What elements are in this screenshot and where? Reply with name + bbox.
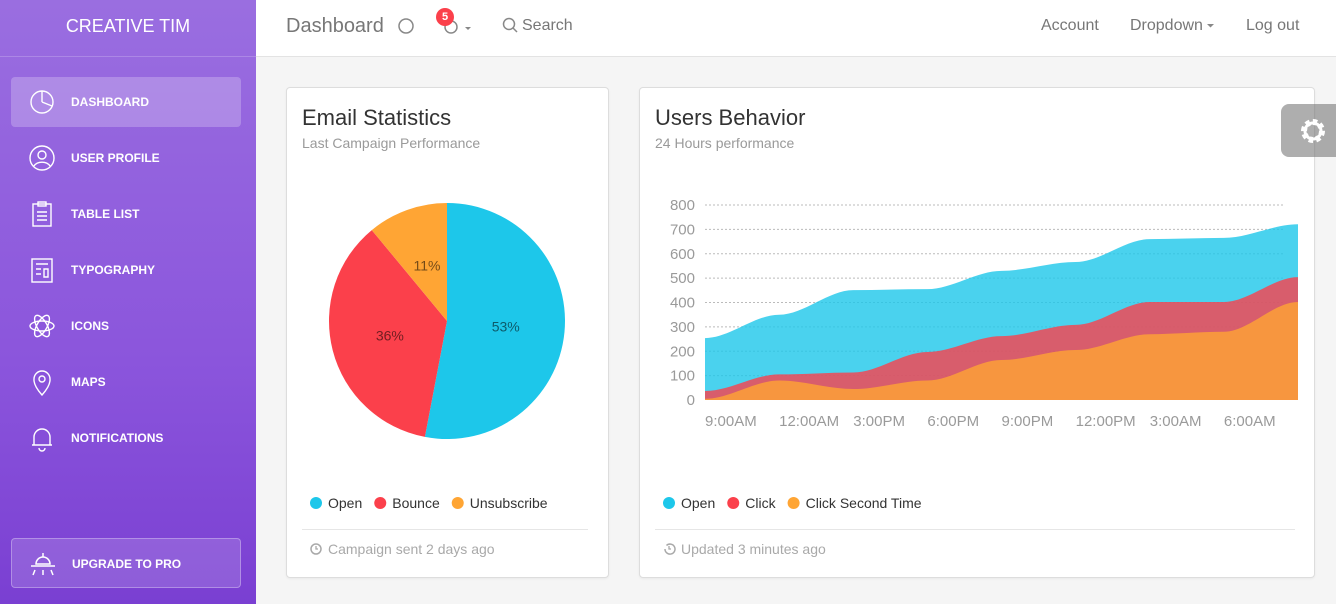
divider bbox=[655, 529, 1295, 530]
nav-label: USER PROFILE bbox=[71, 151, 160, 165]
x-tick-label: 6:00AM bbox=[1224, 413, 1276, 430]
upgrade-label: UPGRADE TO PRO bbox=[72, 557, 182, 571]
upgrade-button[interactable]: UPGRADE TO PRO bbox=[11, 538, 241, 588]
card-footer: Campaign sent 2 days ago bbox=[328, 541, 495, 557]
nav-label: NOTIFICATIONS bbox=[71, 431, 164, 445]
caret bbox=[465, 27, 471, 30]
nav-item[interactable]: MAPS bbox=[11, 357, 241, 407]
icon bbox=[32, 428, 52, 452]
data-label: 36% bbox=[376, 328, 404, 344]
icon bbox=[31, 258, 53, 283]
y-tick-label: 500 bbox=[670, 270, 695, 287]
legend-marker bbox=[310, 497, 322, 509]
caret bbox=[1207, 24, 1214, 28]
legend-label: Click Second Time bbox=[806, 495, 922, 511]
y-tick-label: 400 bbox=[670, 295, 695, 312]
card-footer: Updated 3 minutes ago bbox=[681, 541, 826, 557]
legend-marker bbox=[451, 497, 464, 509]
data-label: 53% bbox=[492, 319, 520, 335]
search-icon bbox=[502, 17, 518, 33]
y-tick-label: 0 bbox=[687, 392, 695, 409]
icon bbox=[32, 201, 52, 227]
nav-item[interactable]: ICONS bbox=[11, 301, 241, 351]
icon bbox=[30, 90, 54, 114]
pie-slice bbox=[424, 203, 565, 439]
legend-label: Open bbox=[681, 495, 715, 511]
legend-label: Click bbox=[745, 495, 776, 511]
area bbox=[705, 302, 1298, 400]
legend-marker bbox=[787, 497, 800, 509]
icon bbox=[33, 370, 51, 397]
nav-item[interactable]: DASHBOARD bbox=[11, 77, 241, 127]
x-tick-label: 3:00PM bbox=[853, 413, 905, 430]
y-tick-label: 800 bbox=[670, 197, 695, 214]
divider bbox=[302, 529, 588, 530]
card-subtitle: Last Campaign Performance bbox=[302, 135, 481, 151]
nav-item[interactable]: USER PROFILE bbox=[11, 133, 241, 183]
y-tick-label: 600 bbox=[670, 246, 695, 263]
pie-slice bbox=[328, 230, 447, 437]
card-title: Users Behavior bbox=[655, 105, 806, 130]
x-tick-label: 12:00PM bbox=[1076, 413, 1136, 430]
legend-label: Unsubscribe bbox=[470, 495, 548, 511]
nav-link[interactable]: Dropdown bbox=[1130, 17, 1203, 34]
nav-item[interactable]: TYPOGRAPHY bbox=[11, 245, 241, 295]
card-title: Email Statistics bbox=[302, 105, 452, 130]
icon bbox=[29, 145, 55, 171]
search-link[interactable]: Search bbox=[522, 17, 573, 34]
legend-label: Open bbox=[328, 495, 362, 511]
navbar: Dashboard 5 Search Account Dropdown Log … bbox=[256, 0, 1336, 57]
nav-label: TABLE LIST bbox=[71, 207, 140, 221]
navbar-title[interactable]: Dashboard bbox=[286, 15, 384, 37]
notification-badge: 5 bbox=[436, 8, 454, 26]
nav-link[interactable]: Account bbox=[1041, 17, 1099, 34]
palette-icon[interactable] bbox=[398, 18, 414, 34]
nav-link[interactable]: Log out bbox=[1246, 17, 1300, 34]
legend-marker bbox=[663, 497, 675, 509]
legend-marker bbox=[727, 497, 740, 509]
data-label: 11% bbox=[414, 257, 441, 273]
y-tick-label: 700 bbox=[670, 221, 695, 238]
x-tick-label: 9:00PM bbox=[1002, 413, 1054, 430]
legend-label: Bounce bbox=[392, 495, 440, 511]
sidebar: CREATIVE TIM DASHBOARD USER PROFILE TABLE … bbox=[0, 0, 256, 604]
x-tick-label: 9:00AM bbox=[705, 413, 757, 430]
clock-icon bbox=[310, 543, 322, 555]
legend-marker bbox=[374, 497, 387, 509]
history-icon bbox=[664, 543, 676, 555]
nav-label: ICONS bbox=[71, 319, 110, 333]
nav-label: DASHBOARD bbox=[71, 95, 149, 109]
y-tick-label: 100 bbox=[670, 368, 695, 385]
y-tick-label: 200 bbox=[670, 343, 695, 360]
icon bbox=[31, 553, 55, 576]
x-tick-label: 12:00AM bbox=[779, 413, 839, 430]
gear-icon bbox=[1301, 119, 1325, 143]
pie-slice bbox=[371, 203, 447, 321]
y-tick-label: 300 bbox=[670, 319, 695, 336]
nav-label: MAPS bbox=[71, 375, 106, 389]
x-tick-label: 3:00AM bbox=[1150, 413, 1202, 430]
icon bbox=[29, 314, 55, 338]
x-tick-label: 6:00PM bbox=[927, 413, 979, 430]
nav-item[interactable]: TABLE LIST bbox=[11, 189, 241, 239]
brand[interactable]: CREATIVE TIM bbox=[0, 0, 256, 57]
card-subtitle: 24 Hours performance bbox=[655, 135, 795, 151]
nav-label: TYPOGRAPHY bbox=[71, 263, 156, 277]
nav-item[interactable]: NOTIFICATIONS bbox=[11, 413, 241, 463]
settings-button[interactable] bbox=[1281, 104, 1336, 157]
